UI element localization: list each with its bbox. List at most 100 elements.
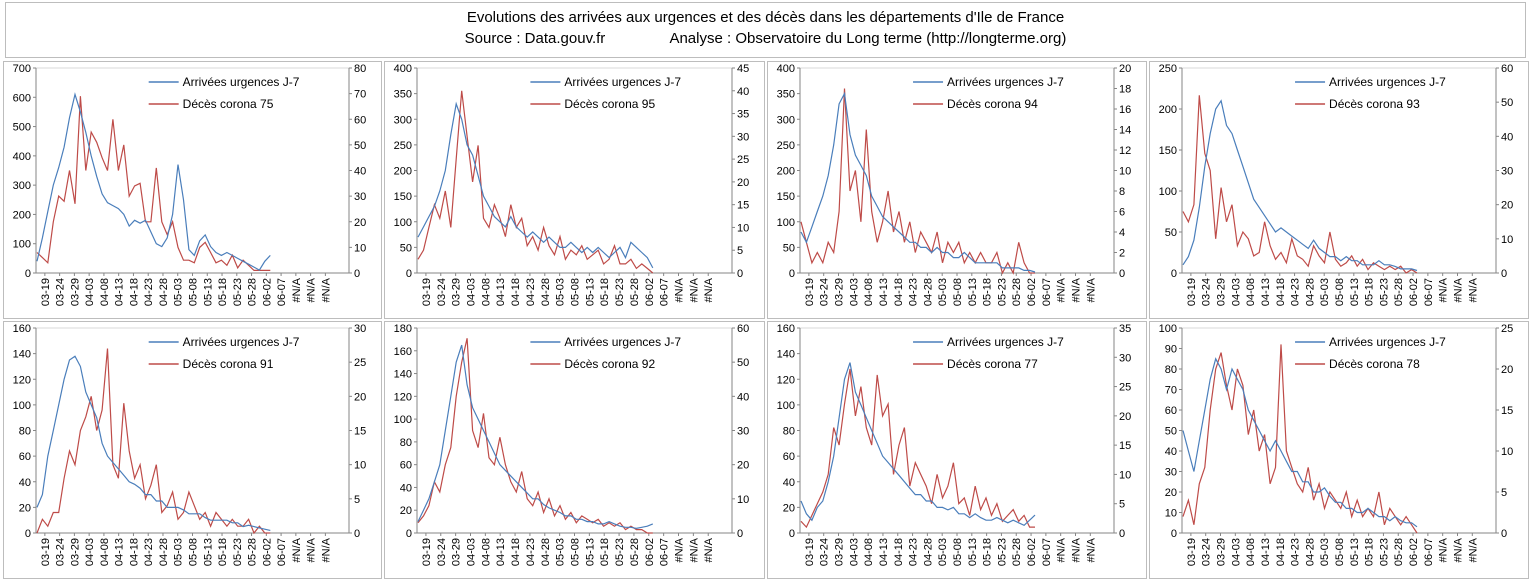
x-tick-label: 05-13 — [1349, 278, 1361, 306]
x-tick-label: 04-28 — [540, 538, 552, 566]
x-tick-label: #N/A — [674, 277, 686, 302]
left-tick-label: 100 — [777, 400, 795, 412]
x-tick-label: #N/A — [1452, 277, 1464, 302]
x-tick-label: 04-28 — [1304, 538, 1316, 566]
left-tick-label: 200 — [777, 166, 795, 178]
x-tick-label: 03-19 — [1186, 278, 1198, 306]
left-tick-label: 140 — [777, 349, 795, 361]
right-tick-label: 30 — [737, 426, 749, 438]
x-tick-label: 05-03 — [555, 538, 567, 566]
x-tick-label: 04-23 — [525, 278, 537, 306]
right-tick-label: 60 — [354, 114, 366, 126]
chart-svg-75: 0 100 200 300 400 500 600 700 0 10 20 30 40 50 60 70 80 0… — [13, 63, 367, 306]
right-tick-label: 18 — [1119, 84, 1131, 96]
left-tick-label: 0 — [25, 528, 31, 540]
x-tick-label: #N/A — [703, 277, 715, 302]
legend-label-deces: Décès corona 91 — [183, 357, 274, 371]
source-label: Source : Data.gouv.fr — [464, 30, 606, 47]
left-tick-label: 120 — [777, 374, 795, 386]
right-tick-label: 10 — [737, 222, 749, 234]
left-tick-label: 160 — [394, 346, 412, 358]
right-tick-label: 40 — [737, 86, 749, 98]
right-tick-label: 20 — [737, 460, 749, 472]
x-tick-label: 04-18 — [1275, 278, 1287, 306]
x-tick-label: 04-08 — [863, 538, 875, 566]
legend-label-deces: Décès corona 95 — [564, 97, 655, 111]
left-tick-label: 90 — [1165, 344, 1177, 356]
right-tick-label: 20 — [354, 217, 366, 229]
right-tick-label: 10 — [1119, 469, 1131, 481]
x-tick-label: 05-23 — [1378, 278, 1390, 306]
x-tick-label: 04-23 — [525, 538, 537, 566]
left-tick-label: 80 — [1165, 364, 1177, 376]
legend-label-urgences: Arrivées urgences J-7 — [183, 75, 300, 89]
left-tick-label: 100 — [777, 217, 795, 229]
right-tick-label: 80 — [354, 63, 366, 75]
left-tick-label: 80 — [400, 437, 412, 449]
right-tick-label: 0 — [737, 268, 743, 280]
x-tick-label: 04-23 — [908, 538, 920, 566]
x-tick-label: 04-28 — [158, 538, 170, 566]
x-tick-label: #N/A — [291, 277, 303, 302]
x-tick-label: 05-13 — [584, 538, 596, 566]
x-tick-label: #N/A — [1070, 277, 1082, 302]
x-tick-label: 06-02 — [644, 278, 656, 306]
x-tick-label: 03-29 — [69, 538, 81, 566]
right-tick-label: 10 — [354, 460, 366, 472]
right-tick-label: 0 — [737, 528, 743, 540]
x-tick-label: 04-28 — [540, 278, 552, 306]
x-tick-label: 05-03 — [555, 278, 567, 306]
x-tick-label: 05-23 — [232, 278, 244, 306]
x-tick-label: 05-18 — [599, 278, 611, 306]
left-tick-label: 40 — [783, 477, 795, 489]
left-tick-label: 250 — [394, 140, 412, 152]
x-tick-label: 04-13 — [1260, 538, 1272, 566]
right-tick-label: 35 — [1119, 323, 1131, 335]
x-tick-label: 04-18 — [893, 538, 905, 566]
x-tick-label: 05-18 — [599, 538, 611, 566]
x-tick-label: 03-19 — [804, 538, 816, 566]
x-tick-label: 03-19 — [1186, 538, 1198, 566]
x-tick-label: 04-13 — [878, 538, 890, 566]
x-tick-label: 05-08 — [188, 538, 200, 566]
x-tick-label: 04-08 — [99, 538, 111, 566]
x-tick-label: 06-07 — [276, 538, 288, 566]
x-tick-label: 04-03 — [465, 278, 477, 306]
legend-label-deces: Décès corona 93 — [1329, 97, 1420, 111]
left-tick-label: 40 — [19, 477, 31, 489]
x-tick-label: 05-08 — [570, 278, 582, 306]
right-tick-label: 35 — [737, 109, 749, 121]
left-tick-label: 0 — [1171, 528, 1177, 540]
right-tick-label: 20 — [1501, 200, 1513, 212]
chart-panel-77: 0 20 40 60 80 100 120 140 160 0 5 10 15 20 25 30 35 03-19… — [767, 321, 1147, 579]
left-tick-label: 100 — [1159, 323, 1177, 335]
left-tick-label: 120 — [394, 391, 412, 403]
left-tick-label: 600 — [13, 92, 31, 104]
right-tick-label: 12 — [1119, 145, 1131, 157]
legend-label-urgences: Arrivées urgences J-7 — [564, 335, 681, 349]
x-tick-label: 03-19 — [40, 538, 52, 566]
x-tick-label: #N/A — [1467, 277, 1479, 302]
right-tick-label: 20 — [1501, 364, 1513, 376]
x-tick-label: 05-08 — [188, 278, 200, 306]
x-tick-label: 04-03 — [1230, 538, 1242, 566]
x-tick-label: 04-23 — [143, 538, 155, 566]
chart-panel-93: 0 50 100 150 200 250 0 10 20 30 40 50 60 03-19 03-24 03… — [1149, 61, 1529, 319]
left-tick-label: 100 — [1159, 186, 1177, 198]
right-tick-label: 20 — [1119, 411, 1131, 423]
chart-svg-94: 0 50 100 150 200 250 300 350 400 0 2 4 6 8 10 12 14 16 18 2… — [777, 63, 1132, 306]
x-tick-label: 03-24 — [1201, 538, 1213, 566]
chart-panel-92: 0 20 40 60 80 100 120 140 160 180 0 10 20 30 40 50 60 03-… — [384, 321, 765, 579]
right-tick-label: 0 — [1119, 268, 1125, 280]
x-tick-label: 04-03 — [848, 538, 860, 566]
left-tick-label: 100 — [394, 217, 412, 229]
x-tick-label: 03-24 — [1201, 278, 1213, 306]
legend-label-deces: Décès corona 75 — [183, 97, 274, 111]
left-tick-label: 120 — [13, 374, 31, 386]
x-tick-label: #N/A — [320, 537, 332, 562]
x-tick-label: 04-18 — [893, 278, 905, 306]
x-tick-label: #N/A — [703, 537, 715, 562]
legend-label-urgences: Arrivées urgences J-7 — [947, 335, 1064, 349]
left-tick-label: 100 — [13, 400, 31, 412]
